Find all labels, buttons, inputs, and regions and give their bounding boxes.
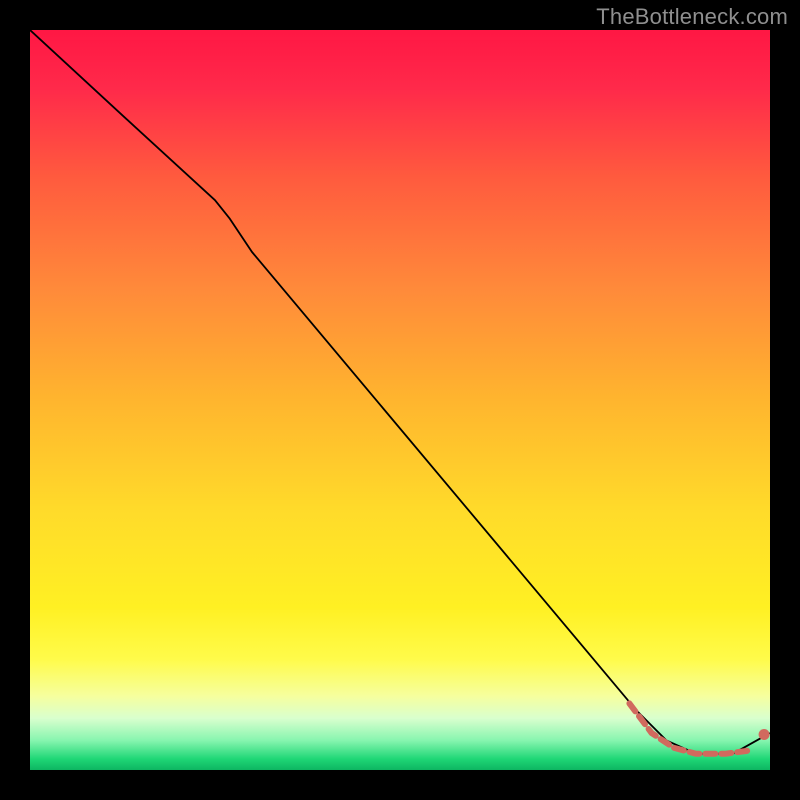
chart-svg — [30, 30, 770, 770]
chart-background — [30, 30, 770, 770]
chart-area — [30, 30, 770, 770]
end-marker — [759, 729, 770, 740]
watermark-text: TheBottleneck.com — [596, 4, 788, 30]
